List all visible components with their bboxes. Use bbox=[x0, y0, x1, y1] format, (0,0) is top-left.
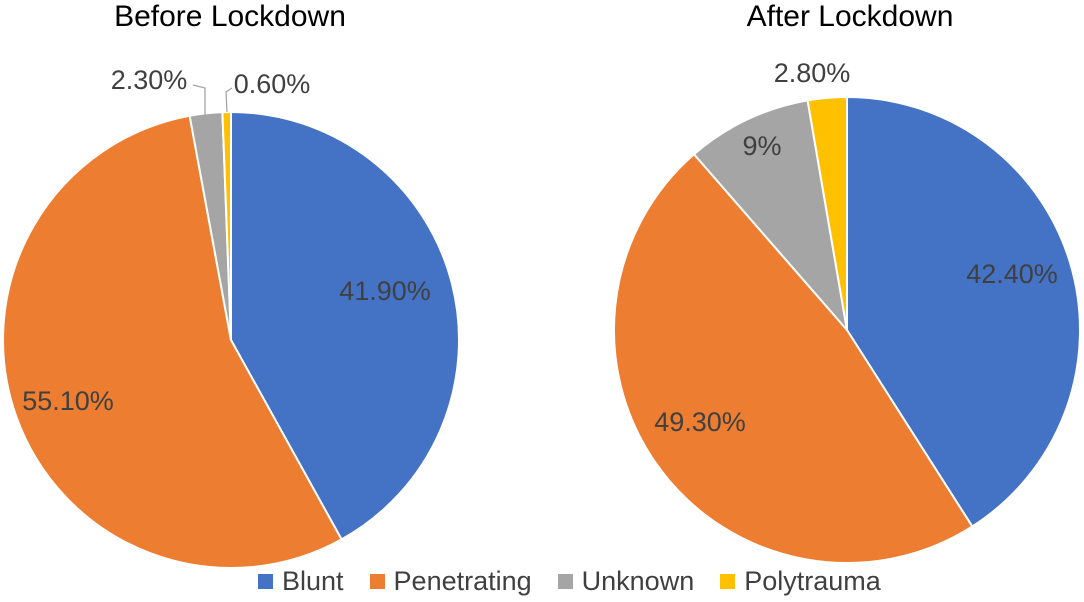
pie-before-slice-polytrauma bbox=[221, 110, 232, 341]
pie-before: 41.90% 55.10% 2.30% 0.60% bbox=[2, 65, 460, 569]
pie-before-label-polytrauma: 0.60% bbox=[234, 69, 311, 99]
pie-before-label-penetrating: 55.10% bbox=[22, 386, 114, 416]
legend: Blunt Penetrating Unknown Polytrauma bbox=[258, 566, 907, 597]
legend-item-penetrating: Penetrating bbox=[369, 566, 532, 597]
chart-title-after: After Lockdown bbox=[746, 0, 954, 33]
pie-after-label-unknown: 9% bbox=[742, 131, 781, 161]
legend-label-unknown: Unknown bbox=[581, 566, 695, 596]
legend-item-unknown: Unknown bbox=[557, 566, 695, 597]
pie-after-slice-penetrating bbox=[613, 152, 974, 564]
pie-after-slice-unknown bbox=[692, 99, 849, 334]
legend-label-penetrating: Penetrating bbox=[393, 566, 532, 596]
pie-after-slice-polytrauma bbox=[806, 95, 848, 331]
legend-label-polytrauma: Polytrauma bbox=[744, 566, 881, 596]
pie-before-leader-unknown bbox=[192, 84, 206, 115]
pie-before-slice-penetrating bbox=[2, 114, 343, 569]
legend-swatch-unknown bbox=[557, 574, 573, 589]
pie-after-label-blunt: 42.40% bbox=[966, 259, 1058, 289]
pie-before-label-unknown: 2.30% bbox=[111, 65, 188, 95]
legend-swatch-polytrauma bbox=[720, 574, 736, 589]
pie-before-leader-polytrauma bbox=[225, 87, 233, 113]
pie-before-slice-blunt bbox=[230, 110, 460, 541]
legend-item-blunt: Blunt bbox=[258, 566, 344, 597]
legend-swatch-penetrating bbox=[369, 574, 385, 589]
pie-after-label-penetrating: 49.30% bbox=[654, 407, 746, 437]
pie-before-label-blunt: 41.90% bbox=[339, 276, 431, 306]
chart-title-before: Before Lockdown bbox=[114, 0, 346, 33]
pie-after-label-polytrauma: 2.80% bbox=[774, 58, 851, 88]
pie-after-slice-blunt bbox=[846, 95, 1081, 528]
legend-label-blunt: Blunt bbox=[282, 566, 344, 596]
pie-after: 42.40% 49.30% 9% 2.80% bbox=[613, 58, 1081, 564]
legend-swatch-blunt bbox=[258, 574, 273, 589]
legend-item-polytrauma: Polytrauma bbox=[720, 566, 881, 597]
